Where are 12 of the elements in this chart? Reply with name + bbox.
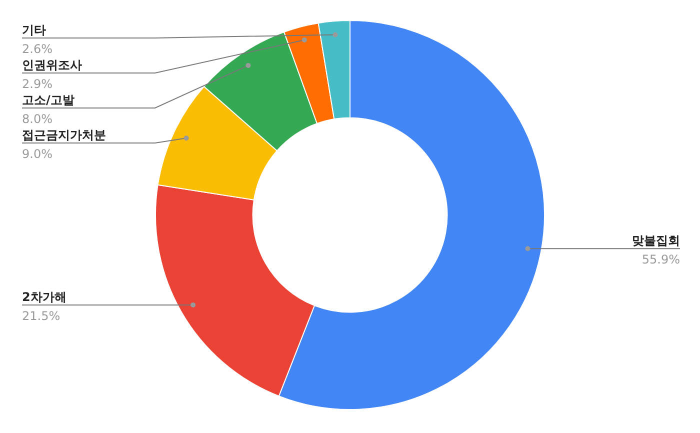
data-label: 2.6%: [22, 42, 52, 56]
data-label: 21.5%: [22, 308, 60, 323]
slice-label: 맞불집회: [632, 234, 680, 248]
slice-label: 고소/고발: [22, 93, 74, 107]
data-label: 2.9%: [22, 77, 52, 91]
data-label: 55.9%: [642, 252, 680, 267]
slice-label: 접근금지가처분: [22, 128, 106, 142]
slice-label: 인권위조사: [22, 58, 82, 72]
slice-label: 기타: [22, 23, 46, 37]
slice-label: 2차가해: [22, 290, 66, 304]
data-label: 8.0%: [22, 112, 52, 126]
data-label: 9.0%: [22, 147, 52, 161]
